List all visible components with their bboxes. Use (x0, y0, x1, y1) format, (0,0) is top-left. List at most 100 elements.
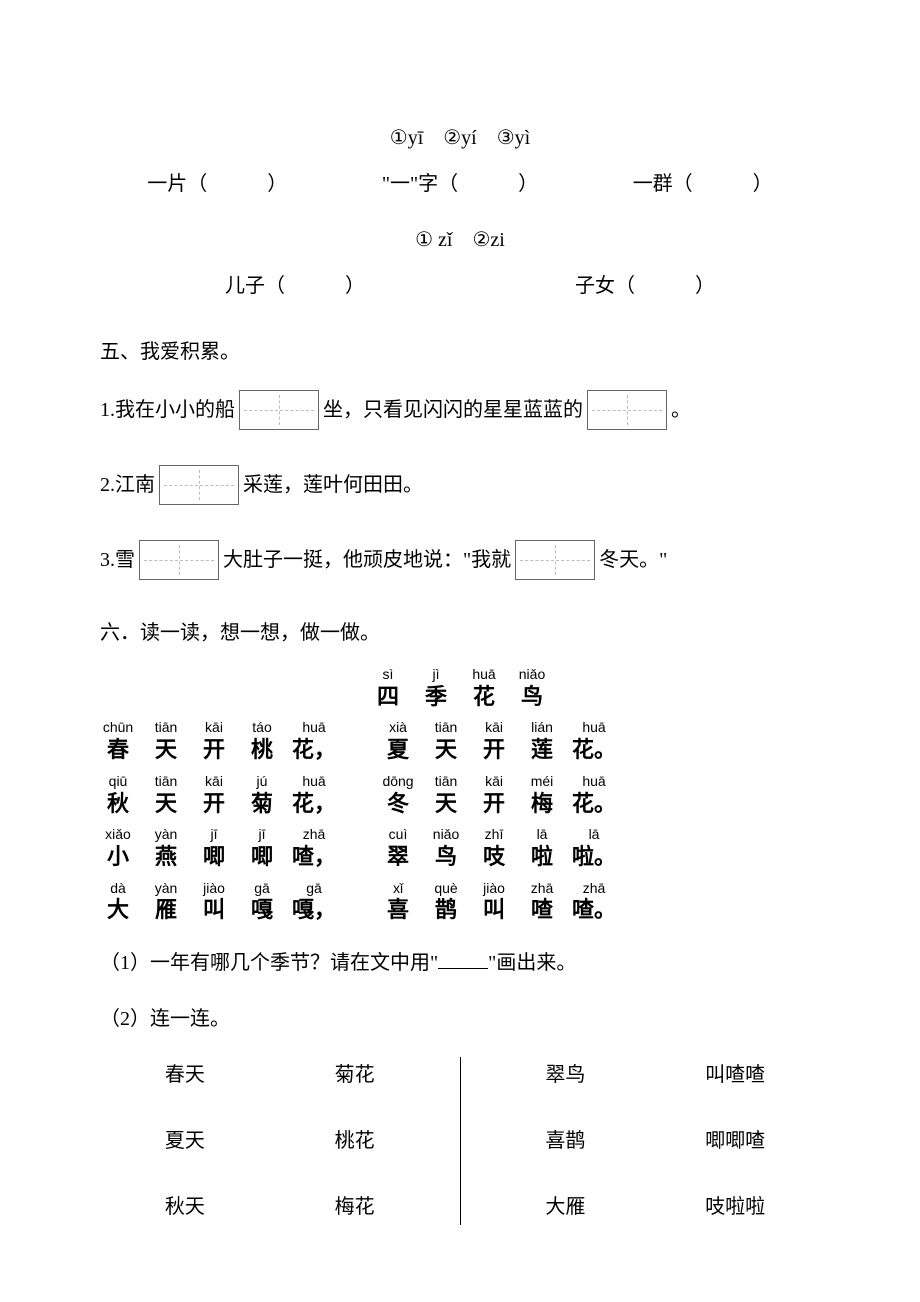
s2-text-a: 2.江南 (100, 460, 155, 510)
row1-item1: 一片（ ） (147, 166, 287, 202)
pinyin: xǐ (393, 880, 403, 897)
fill-sentence-1: 1.我在小小的船 坐，只看见闪闪的星星蓝蓝的 。 (100, 385, 820, 435)
poem-line: dà大yàn雁jiào叫gā嘎gā嘎，xǐ喜què鹊jiào叫zhā喳zhā喳。 (100, 880, 820, 925)
match-item: 梅花 (335, 1189, 375, 1225)
q1-text-a: （1）一年有哪几个季节？请在文中用" (100, 952, 438, 974)
hanzi: 吱 (483, 843, 505, 872)
hanzi: 梅 (531, 790, 553, 819)
ruby-char: kāi开 (476, 773, 512, 818)
pinyin: huā (302, 773, 325, 790)
hanzi: 叫 (483, 896, 505, 925)
s3-text-b: 大肚子一挺，他顽皮地说："我就 (223, 535, 511, 585)
row1-item3: 一群（ ） (633, 166, 773, 202)
pinyin: sì (383, 666, 394, 683)
q1-text-b: "画出来。 (488, 952, 576, 974)
match-right: 翠鸟喜鹊大雁 叫喳喳唧唧喳吱啦啦 (481, 1057, 821, 1225)
ruby-char: zhā喳。 (572, 880, 616, 925)
pinyin: tiān (435, 719, 458, 736)
ruby-char: qiū秋 (100, 773, 136, 818)
hanzi: 喳， (292, 843, 336, 872)
hanzi: 花， (292, 790, 336, 819)
ruby-char: huā花， (292, 773, 336, 818)
pinyin: yàn (155, 826, 178, 843)
ruby-char: huā花， (292, 719, 336, 764)
poem-line: qiū秋tiān天kāi开jú菊huā花，dōng冬tiān天kāi开méi梅h… (100, 773, 820, 818)
hanzi: 开 (483, 790, 505, 819)
ruby-char: niǎo鸟 (428, 826, 464, 871)
ruby-char: jiào叫 (476, 880, 512, 925)
fill-box[interactable] (239, 390, 319, 430)
ruby-char: yàn雁 (148, 880, 184, 925)
match-col: 叫喳喳唧唧喳吱啦啦 (650, 1057, 820, 1225)
question-1: （1）一年有哪几个季节？请在文中用" "画出来。 (100, 945, 820, 981)
ruby-char: xiǎo小 (100, 826, 136, 871)
section-6-title: 六．读一读，想一想，做一做。 (100, 615, 820, 651)
hanzi: 嘎， (292, 896, 336, 925)
ruby-char: dà大 (100, 880, 136, 925)
hanzi: 大 (107, 896, 129, 925)
fill-box[interactable] (515, 540, 595, 580)
ruby-char: jì季 (418, 666, 454, 711)
pinyin: kāi (485, 773, 503, 790)
pinyin: chūn (103, 719, 133, 736)
ruby-char: què鹊 (428, 880, 464, 925)
hanzi: 啦。 (572, 843, 616, 872)
ruby-char: tiān天 (148, 773, 184, 818)
ruby-char: cuì翠 (380, 826, 416, 871)
ruby-char: gā嘎， (292, 880, 336, 925)
pinyin: xiǎo (105, 826, 131, 843)
hanzi: 小 (107, 843, 129, 872)
hanzi: 开 (203, 736, 225, 765)
ruby-char: xià夏 (380, 719, 416, 764)
ruby-char: jī唧 (196, 826, 232, 871)
pinyin: zhā (583, 880, 606, 897)
s1-text-c: 。 (671, 385, 691, 435)
fill-sentence-2: 2.江南 采莲，莲叶何田田。 (100, 460, 820, 510)
hanzi: 翠 (387, 843, 409, 872)
ruby-char: zhā喳， (292, 826, 336, 871)
hanzi: 桃 (251, 736, 273, 765)
match-item: 夏天 (165, 1123, 205, 1159)
pinyin-options-1: ①yī ②yí ③yì (100, 120, 820, 156)
ruby-char: kāi开 (476, 719, 512, 764)
fill-box[interactable] (159, 465, 239, 505)
hanzi: 花。 (572, 790, 616, 819)
poem-line: xiǎo小yàn燕jī唧jī唧zhā喳，cuì翠niǎo鸟zhī吱lā啦lā啦。 (100, 826, 820, 871)
pinyin: huā (582, 719, 605, 736)
pinyin: méi (531, 773, 554, 790)
hanzi: 鹊 (435, 896, 457, 925)
hanzi: 花， (292, 736, 336, 765)
ruby-char: kāi开 (196, 719, 232, 764)
ruby-char: lā啦 (524, 826, 560, 871)
poem-gap (348, 719, 368, 764)
ruby-char: huā花。 (572, 719, 616, 764)
pinyin: jì (433, 666, 440, 683)
hanzi: 季 (425, 683, 447, 712)
pinyin: kāi (205, 719, 223, 736)
match-item: 翠鸟 (545, 1057, 585, 1093)
match-left: 春天夏天秋天 菊花桃花梅花 (100, 1057, 440, 1225)
ruby-char: zhā喳 (524, 880, 560, 925)
pinyin: jú (257, 773, 268, 790)
fill-box[interactable] (587, 390, 667, 430)
pinyin: huā (582, 773, 605, 790)
section-5-title: 五、我爱积累。 (100, 334, 820, 370)
hanzi: 四 (377, 683, 399, 712)
ruby-char: huā花 (466, 666, 502, 711)
ruby-char: xǐ喜 (380, 880, 416, 925)
pinyin: táo (252, 719, 271, 736)
pinyin: kāi (205, 773, 223, 790)
pinyin: yàn (155, 880, 178, 897)
match-item: 喜鹊 (545, 1123, 585, 1159)
fill-box[interactable] (139, 540, 219, 580)
pinyin: huā (302, 719, 325, 736)
pinyin: tiān (435, 773, 458, 790)
hanzi: 喜 (387, 896, 409, 925)
match-item: 叫喳喳 (705, 1057, 765, 1093)
hanzi: 菊 (251, 790, 273, 819)
hanzi: 燕 (155, 843, 177, 872)
exercise-row-2: 儿子（ ） 子女（ ） (100, 268, 820, 304)
match-item: 秋天 (165, 1189, 205, 1225)
pinyin: kāi (485, 719, 503, 736)
ruby-char: chūn春 (100, 719, 136, 764)
